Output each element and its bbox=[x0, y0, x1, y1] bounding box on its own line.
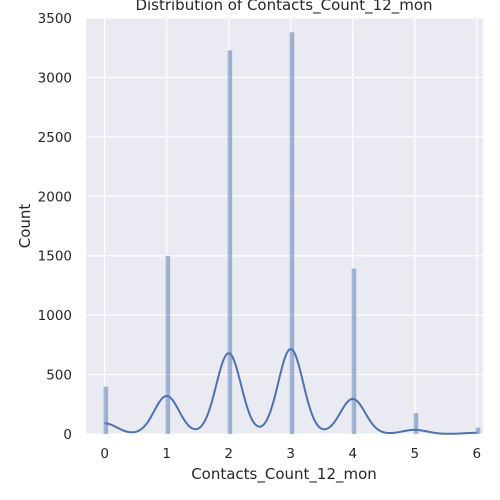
y-tick-label: 2000 bbox=[38, 189, 72, 205]
x-tick-label: 4 bbox=[348, 446, 357, 462]
x-tick-label: 0 bbox=[100, 446, 109, 462]
x-tick-label: 6 bbox=[473, 446, 482, 462]
x-axis-label: Contacts_Count_12_mon bbox=[191, 465, 377, 484]
y-tick-label: 3500 bbox=[38, 11, 72, 27]
histogram-bar bbox=[413, 413, 419, 434]
y-axis-label: Count bbox=[16, 204, 34, 249]
y-tick-label: 0 bbox=[63, 427, 72, 443]
kde-curve bbox=[104, 347, 477, 435]
histogram-bar bbox=[475, 427, 481, 434]
histogram-bar bbox=[351, 268, 357, 434]
x-tick-label: 5 bbox=[410, 446, 419, 462]
x-tick-label: 2 bbox=[224, 446, 233, 462]
histogram-bar bbox=[289, 32, 295, 435]
y-tick-label: 500 bbox=[46, 368, 72, 384]
histogram-bar bbox=[103, 386, 109, 434]
x-tick-label: 3 bbox=[286, 446, 295, 462]
chart-title: Distribution of Contacts_Count_12_mon bbox=[135, 0, 432, 15]
x-tick-label: 1 bbox=[162, 446, 171, 462]
y-tick-label: 2500 bbox=[38, 130, 72, 146]
y-tick-label: 1000 bbox=[38, 308, 72, 324]
histogram-bars bbox=[103, 32, 481, 435]
histogram-bar bbox=[165, 255, 171, 434]
plot-background bbox=[86, 18, 483, 434]
y-tick-label: 3000 bbox=[38, 70, 72, 86]
histogram-bar bbox=[227, 50, 233, 434]
tick-labels: 0 500 1000 1500 2000 2500 3000 3500 0 1 2 3 4 5 6 bbox=[38, 11, 481, 462]
y-tick-label: 1500 bbox=[38, 249, 72, 265]
